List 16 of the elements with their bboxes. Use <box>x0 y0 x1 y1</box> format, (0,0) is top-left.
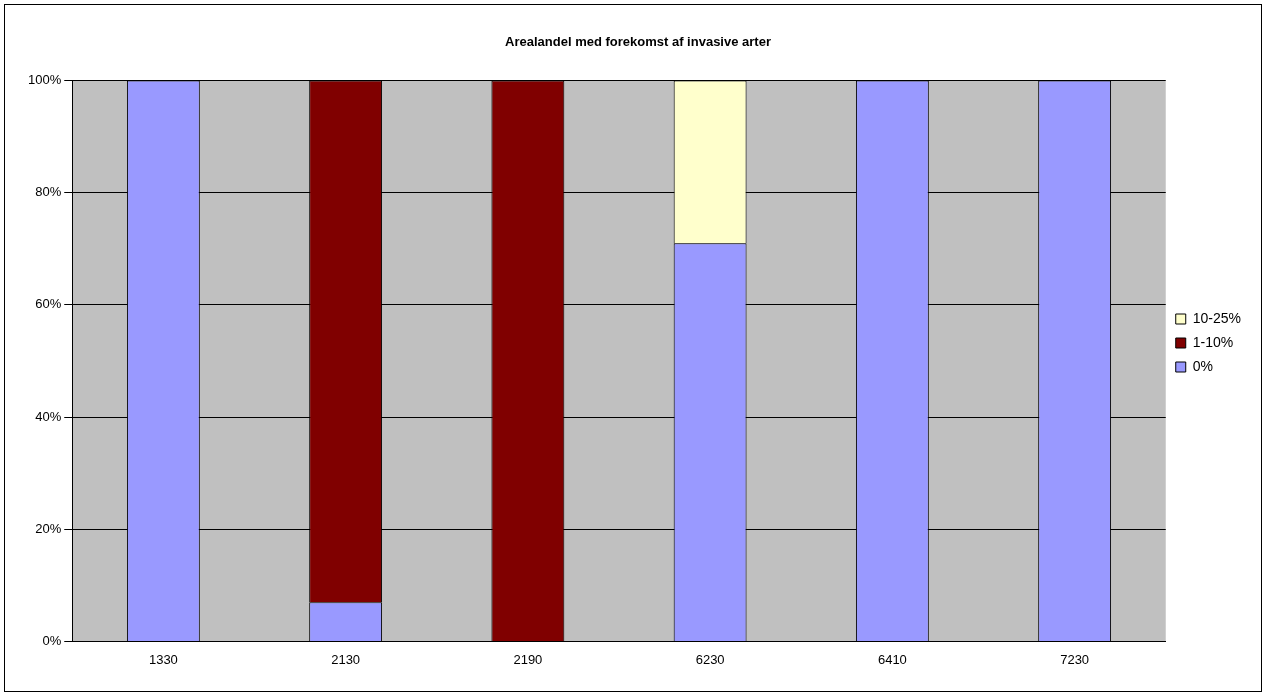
y-tick-label: 100% <box>28 72 62 88</box>
x-tick-label: 2130 <box>331 651 361 667</box>
chart-title: Arealandel med forekomst af invasive arter <box>505 34 771 50</box>
legend-label: 1-10% <box>1192 333 1234 350</box>
y-tick-label: 80% <box>35 184 62 200</box>
x-tick-label: 1330 <box>148 651 178 667</box>
y-tick-label: 0% <box>42 632 62 648</box>
x-tick-label: 2190 <box>513 651 543 667</box>
y-tick-label: 40% <box>35 408 62 424</box>
y-tick-label: 60% <box>35 296 62 312</box>
x-tick-label: 6410 <box>877 651 907 667</box>
legend-label: 0% <box>1192 357 1213 374</box>
y-tick-label: 20% <box>35 520 62 536</box>
x-tick-label: 7230 <box>1060 651 1090 667</box>
x-tick-label: 6230 <box>695 651 725 667</box>
legend-label: 10-25% <box>1192 309 1242 326</box>
